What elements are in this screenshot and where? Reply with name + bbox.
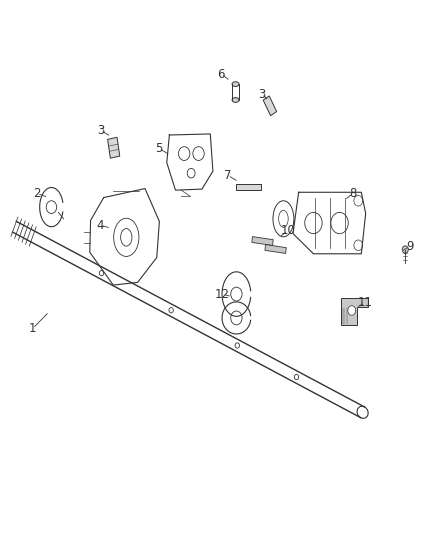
Text: 4: 4	[97, 219, 104, 232]
Text: 11: 11	[357, 296, 372, 309]
Circle shape	[294, 374, 299, 379]
Ellipse shape	[232, 98, 239, 102]
Text: 3: 3	[258, 87, 265, 101]
Polygon shape	[108, 138, 120, 158]
Polygon shape	[263, 96, 277, 116]
Text: 8: 8	[350, 187, 357, 200]
Polygon shape	[341, 298, 368, 325]
Text: 3: 3	[97, 124, 104, 137]
Circle shape	[179, 147, 190, 160]
Text: 7: 7	[224, 169, 231, 182]
Ellipse shape	[120, 229, 132, 246]
Circle shape	[402, 246, 408, 253]
Polygon shape	[252, 237, 273, 246]
Circle shape	[231, 287, 242, 301]
Text: 5: 5	[155, 142, 162, 155]
Circle shape	[354, 196, 363, 206]
Circle shape	[348, 306, 356, 316]
Circle shape	[187, 168, 195, 178]
Text: 12: 12	[215, 288, 230, 301]
Circle shape	[235, 343, 240, 348]
Circle shape	[354, 240, 363, 251]
Circle shape	[193, 147, 204, 160]
Circle shape	[46, 201, 57, 214]
Ellipse shape	[357, 406, 368, 418]
Circle shape	[169, 308, 173, 313]
Text: 10: 10	[280, 224, 295, 238]
Circle shape	[331, 213, 348, 233]
Polygon shape	[236, 183, 261, 190]
Ellipse shape	[114, 218, 139, 256]
Ellipse shape	[273, 201, 294, 237]
Text: 2: 2	[33, 187, 41, 200]
Text: 1: 1	[29, 322, 36, 335]
Text: 9: 9	[406, 240, 413, 253]
Circle shape	[99, 270, 104, 276]
Polygon shape	[265, 245, 286, 254]
Ellipse shape	[232, 82, 239, 86]
Text: 6: 6	[217, 68, 225, 80]
Circle shape	[231, 311, 242, 325]
Ellipse shape	[279, 211, 288, 227]
Circle shape	[305, 213, 322, 233]
